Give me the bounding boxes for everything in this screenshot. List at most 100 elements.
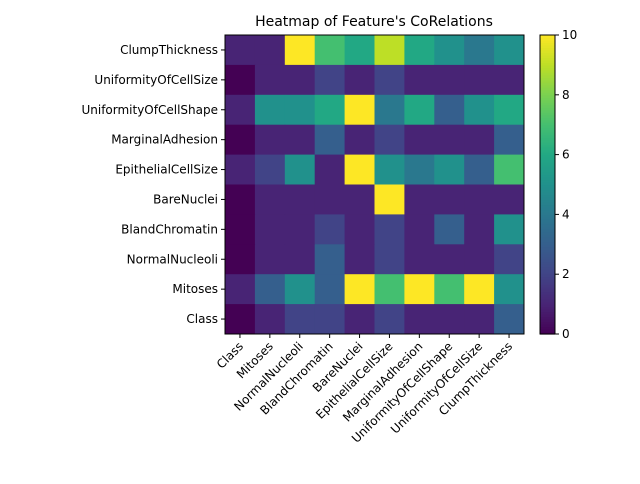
colorbar-segment xyxy=(540,179,555,183)
chart-title: Heatmap of Feature's CoRelations xyxy=(255,14,493,30)
heatmap-cell xyxy=(284,94,316,126)
heatmap-cell xyxy=(254,94,286,126)
heatmap-cell xyxy=(225,154,256,185)
heatmap-cell xyxy=(464,154,495,185)
y-tick-label: MarginalAdhesion xyxy=(111,133,218,147)
colorbar-segment xyxy=(540,157,555,161)
heatmap-cell xyxy=(464,214,495,245)
colorbar-segment xyxy=(540,164,555,168)
heatmap-cell xyxy=(494,274,525,305)
colorbar-segment xyxy=(540,316,555,320)
colorbar-segment xyxy=(540,35,555,39)
heatmap-cell xyxy=(404,124,435,155)
heatmap-cell xyxy=(434,124,465,155)
y-tick-label: UniformityOfCellSize xyxy=(94,73,218,87)
colorbar-segment xyxy=(540,301,555,305)
y-tick-label: UniformityOfCellShape xyxy=(81,103,218,117)
y-tick-label: EpithelialCellSize xyxy=(115,163,218,177)
heatmap-cell xyxy=(494,124,525,155)
colorbar-tick-label: 6 xyxy=(562,148,570,162)
heatmap-cell xyxy=(254,244,286,275)
colorbar-segment xyxy=(540,97,555,101)
heatmap-cell xyxy=(374,94,405,126)
heatmap-cell xyxy=(225,274,256,305)
colorbar-segment xyxy=(540,59,555,64)
colorbar-segment xyxy=(540,244,555,248)
heatmap-cell xyxy=(464,64,495,96)
colorbar-segment xyxy=(540,296,555,300)
colorbar-segment xyxy=(540,119,555,123)
heatmap-cell xyxy=(494,35,525,66)
heatmap-cell xyxy=(434,35,465,66)
y-tick-label: NormalNucleoli xyxy=(127,252,218,266)
heatmap-cell xyxy=(314,124,345,155)
heatmap-cell xyxy=(434,94,465,126)
colorbar-segment xyxy=(540,274,555,278)
colorbar-frame xyxy=(539,34,556,335)
y-tick-label: ClumpThickness xyxy=(120,43,218,57)
heatmap-cell xyxy=(434,214,465,245)
colorbar-segment xyxy=(540,172,555,176)
colorbar-segment xyxy=(540,152,555,156)
colorbar-segment xyxy=(540,54,555,59)
heatmap-cell xyxy=(494,94,525,126)
heatmap-cell xyxy=(254,64,286,96)
heatmap-cell xyxy=(404,154,435,185)
heatmap-cell xyxy=(344,64,375,96)
heatmap-cell xyxy=(344,35,375,66)
colorbar-segment xyxy=(540,224,555,228)
colorbar-segment xyxy=(540,236,555,240)
colorbar-segment xyxy=(540,324,555,328)
heatmap-cell xyxy=(374,274,405,305)
colorbar-segment xyxy=(540,184,555,188)
colorbar-segment xyxy=(540,159,555,163)
colorbar-segment xyxy=(540,177,555,181)
colorbar-segment xyxy=(540,112,555,116)
colorbar-tick-label: 10 xyxy=(562,28,577,42)
heatmap-cell xyxy=(434,64,465,96)
heatmap-cell xyxy=(404,35,435,66)
colorbar-segment xyxy=(540,39,555,44)
heatmap-cell xyxy=(344,244,375,275)
colorbar-segment xyxy=(540,326,555,330)
heatmap-cell xyxy=(494,64,525,96)
colorbar-segment xyxy=(540,87,555,91)
colorbar-segment xyxy=(540,77,555,81)
heatmap-cell xyxy=(464,35,495,66)
colorbar-segment xyxy=(540,189,555,193)
colorbar-segment xyxy=(540,132,555,136)
heatmap-cell xyxy=(464,94,495,126)
colorbar-segment xyxy=(540,264,555,268)
colorbar-segment xyxy=(540,67,555,71)
heatmap-cell xyxy=(225,304,256,335)
colorbar-segment xyxy=(540,214,555,218)
heatmap-cell xyxy=(494,244,525,275)
colorbar-segment xyxy=(540,229,555,233)
heatmap-cell xyxy=(374,304,405,335)
colorbar-segment xyxy=(540,201,555,206)
colorbar-segment xyxy=(540,279,555,283)
colorbar-segment xyxy=(540,122,555,126)
colorbar-segment xyxy=(540,241,555,245)
y-tick-label: BareNuclei xyxy=(153,192,218,206)
colorbar-segment xyxy=(540,314,555,318)
colorbar-segment xyxy=(540,206,555,211)
heatmap-cell xyxy=(404,244,435,275)
heatmap-cell xyxy=(374,244,405,275)
colorbar-segment xyxy=(540,84,555,88)
colorbar-segment xyxy=(540,291,555,295)
colorbar-segment xyxy=(540,306,555,310)
colorbar-segment xyxy=(540,147,555,151)
colorbar-segment xyxy=(540,219,555,223)
heatmap-cell xyxy=(404,94,435,126)
colorbar-segment xyxy=(540,319,555,323)
colorbar-segment xyxy=(540,329,555,333)
heatmap-cell xyxy=(404,304,435,335)
heatmap-cell xyxy=(225,94,256,126)
colorbar-segment xyxy=(540,99,555,103)
colorbar-segment xyxy=(540,194,555,198)
colorbar-segment xyxy=(540,196,555,201)
heatmap-cell xyxy=(464,274,495,305)
